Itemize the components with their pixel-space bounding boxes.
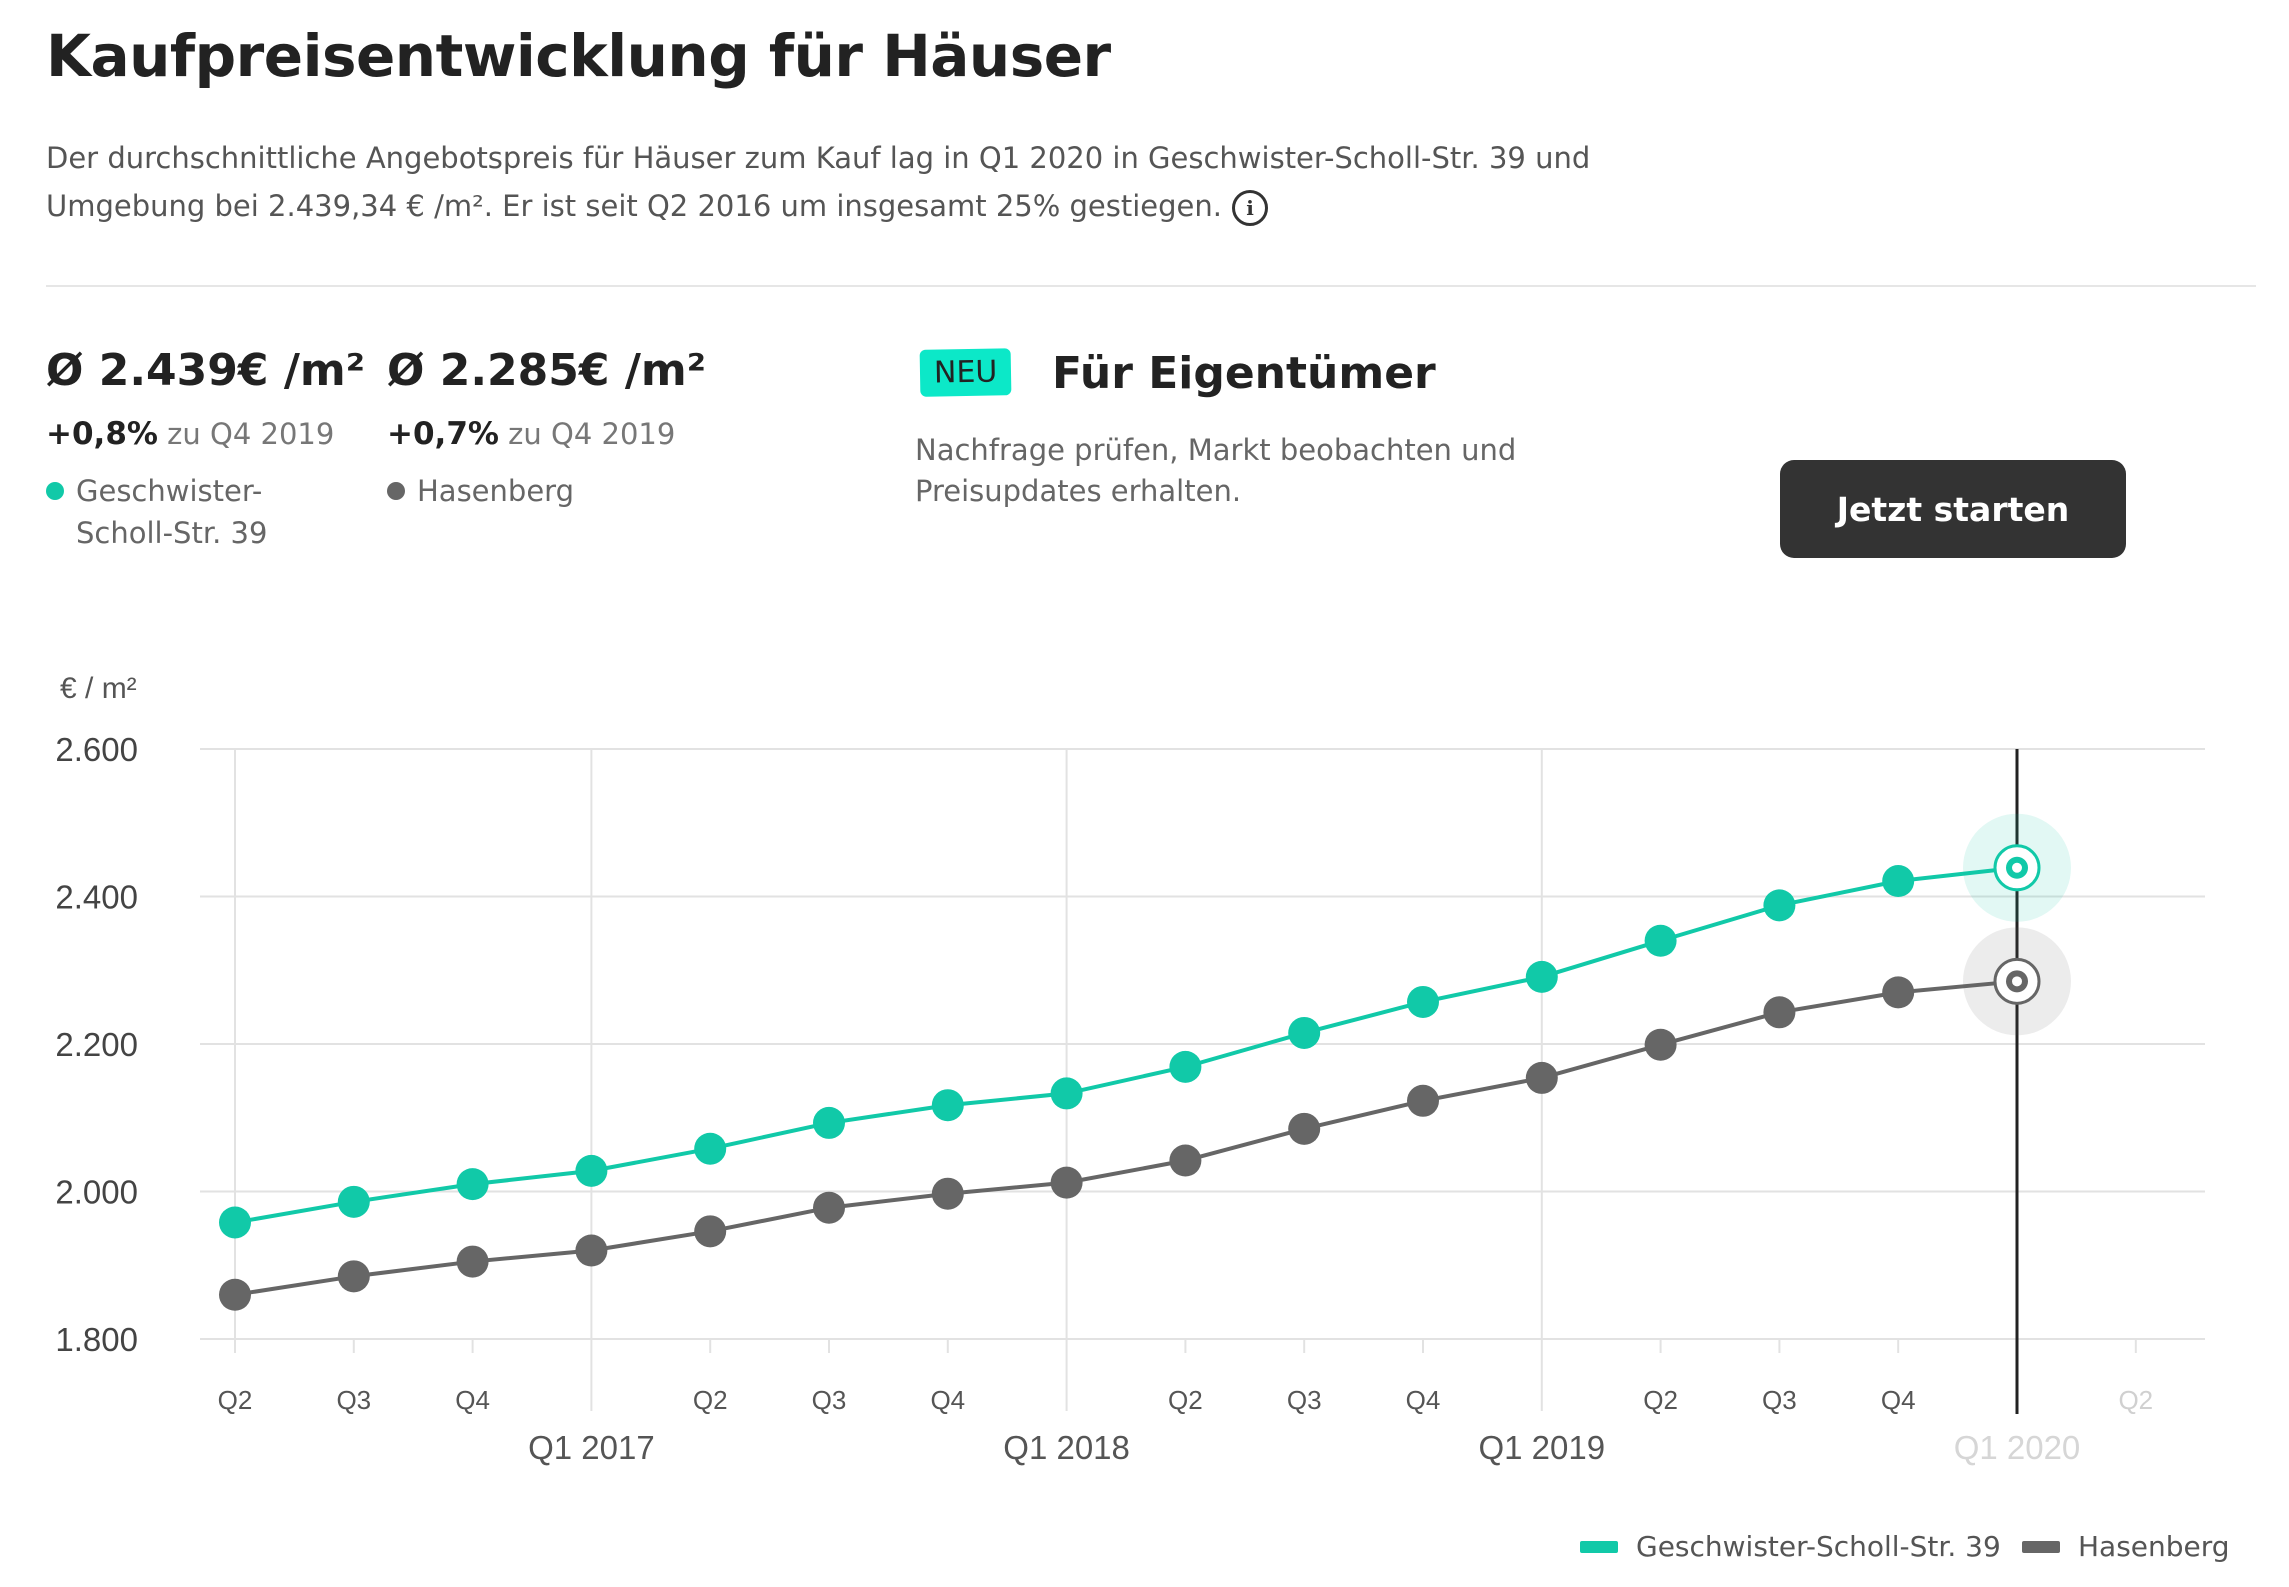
x-tick-label: Q3 (1762, 1385, 1797, 1415)
x-tick-label: Q3 (1287, 1385, 1322, 1415)
legend-label: Geschwister-Scholl-Str. 39 (1636, 1530, 2001, 1563)
y-tick-label: 2.200 (55, 1026, 138, 1063)
stat-change-percent: +0,7% (387, 416, 499, 452)
x-tick-label: Q3 (336, 1385, 371, 1415)
data-point (1407, 1084, 1439, 1117)
data-point (456, 1168, 489, 1201)
series-line-1 (234, 979, 2018, 1297)
data-point (1050, 1077, 1083, 1110)
stat-change: +0,8% zu Q4 2019 (46, 416, 365, 452)
series-line-0 (234, 865, 2018, 1225)
stat-location: Hasenberg (387, 470, 706, 512)
data-point (1882, 976, 1915, 1009)
description-text: Der durchschnittliche Angebotspreis für … (46, 141, 1591, 223)
legend-swatch (2022, 1540, 2060, 1553)
data-point (1288, 1016, 1321, 1049)
data-point (1525, 1061, 1558, 1094)
stat-value: Ø 2.439€ /m² (46, 345, 366, 396)
data-point (1288, 1112, 1321, 1145)
data-point (456, 1245, 489, 1278)
data-point (337, 1260, 370, 1293)
divider (46, 285, 2256, 287)
highlight-point-center (2012, 862, 2022, 873)
owner-promo-title: Für Eigentümer (1052, 348, 1436, 399)
y-tick-label: 2.600 (55, 731, 138, 768)
data-point (337, 1185, 370, 1218)
stat-location-label: Hasenberg (417, 474, 574, 508)
x-year-label: Q1 2017 (528, 1429, 655, 1466)
x-year-label: Q1 2018 (1003, 1429, 1130, 1466)
x-tick-label: Q3 (812, 1385, 847, 1415)
x-year-label: Q1 2020 (1954, 1429, 2081, 1466)
x-tick-label: Q4 (930, 1385, 965, 1415)
info-icon[interactable]: i (1232, 190, 1269, 226)
y-tick-label: 2.000 (55, 1174, 138, 1211)
page-title: Kaufpreisentwicklung für Häuser (46, 22, 1111, 90)
x-tick-label: Q2 (1168, 1385, 1203, 1415)
data-point (575, 1234, 608, 1267)
data-point (219, 1278, 251, 1311)
stat-change-percent: +0,8% (46, 416, 158, 452)
data-point (694, 1215, 727, 1248)
x-tick-label: Q2 (1643, 1385, 1678, 1415)
start-now-button[interactable]: Jetzt starten (1780, 460, 2126, 558)
legend-swatch (1580, 1540, 1618, 1553)
data-point (813, 1191, 845, 1224)
x-year-label: Q1 2019 (1478, 1429, 1605, 1466)
stat-location-label: Geschwister-Scholl-Str. 39 (76, 474, 268, 550)
highlight-point-center (2012, 976, 2022, 987)
data-point (1050, 1166, 1083, 1199)
stat-location: Geschwister-Scholl-Str. 39 (46, 470, 365, 554)
data-point (1763, 996, 1796, 1029)
data-point (694, 1132, 727, 1165)
series-dot-icon (387, 482, 405, 500)
data-point (1882, 865, 1915, 898)
data-point (931, 1177, 964, 1210)
data-point (813, 1106, 845, 1139)
stat-value: Ø 2.285€ /m² (387, 345, 707, 396)
legend-label: Hasenberg (2078, 1530, 2230, 1563)
y-axis-label: € / m² (60, 672, 137, 705)
stat-change-suffix: zu Q4 2019 (508, 417, 676, 451)
y-tick-label: 2.400 (55, 879, 138, 916)
y-tick-label: 1.800 (55, 1321, 138, 1358)
series-dot-icon (46, 482, 64, 500)
data-point (1763, 889, 1796, 922)
data-point (931, 1089, 964, 1122)
x-tick-label: Q2 (218, 1385, 253, 1415)
stat-hasenberg: Ø 2.285€ /m² +0,7% zu Q4 2019 Hasenberg (387, 345, 706, 512)
data-point (1525, 960, 1558, 993)
data-point (1407, 985, 1439, 1018)
data-point (1169, 1144, 1202, 1177)
data-point (575, 1154, 608, 1187)
price-description: Der durchschnittliche Angebotspreis für … (46, 134, 1606, 230)
legend-item-hasenberg[interactable]: Hasenberg (2022, 1530, 2230, 1563)
x-tick-label: Q4 (1881, 1385, 1916, 1415)
x-tick-label: Q4 (1406, 1385, 1441, 1415)
stat-change: +0,7% zu Q4 2019 (387, 416, 706, 452)
owner-promo-text: Nachfrage prüfen, Markt beobachten und P… (915, 433, 1517, 508)
stat-geschwister-scholl: Ø 2.439€ /m² +0,8% zu Q4 2019 Geschwiste… (46, 345, 365, 554)
x-tick-label: Q2 (693, 1385, 728, 1415)
data-point (219, 1206, 251, 1239)
x-tick-label: Q2 (2118, 1385, 2153, 1415)
legend-item-geschwister-scholl[interactable]: Geschwister-Scholl-Str. 39 (1580, 1530, 2001, 1563)
data-point (1644, 924, 1677, 957)
data-point (1644, 1028, 1677, 1061)
x-tick-label: Q4 (455, 1385, 490, 1415)
data-point (1169, 1050, 1202, 1083)
stat-change-suffix: zu Q4 2019 (167, 417, 335, 451)
